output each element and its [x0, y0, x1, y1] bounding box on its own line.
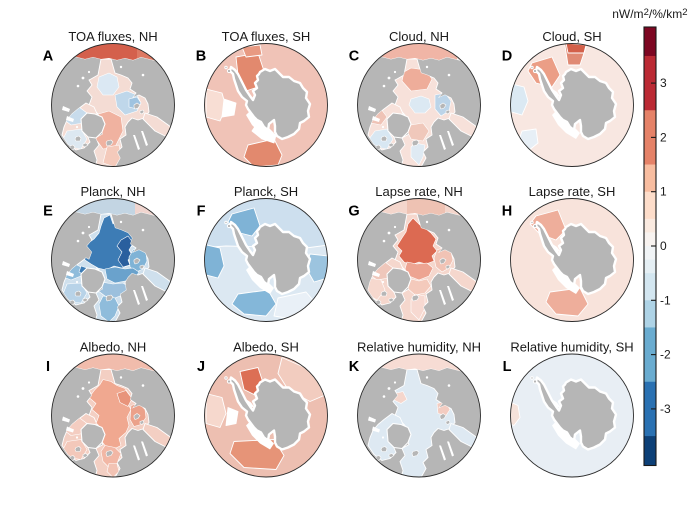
- svg-text:F: F: [197, 204, 206, 220]
- svg-text:G: G: [348, 204, 359, 220]
- svg-text:0: 0: [660, 239, 667, 253]
- svg-text:-1: -1: [660, 293, 671, 307]
- svg-text:Relative humidity, NH: Relative humidity, NH: [357, 340, 481, 355]
- svg-text:1: 1: [660, 185, 667, 199]
- svg-text:I: I: [46, 359, 50, 375]
- svg-text:Cloud, NH: Cloud, NH: [389, 29, 449, 44]
- svg-text:Lapse rate, SH: Lapse rate, SH: [529, 184, 616, 199]
- svg-text:Albedo, NH: Albedo, NH: [80, 340, 146, 355]
- svg-text:Planck, SH: Planck, SH: [234, 184, 298, 199]
- svg-text:-3: -3: [660, 402, 671, 416]
- svg-text:B: B: [196, 49, 206, 65]
- svg-text:J: J: [197, 359, 205, 375]
- svg-text:K: K: [349, 359, 360, 375]
- svg-text:H: H: [502, 204, 512, 220]
- svg-text:2: 2: [660, 130, 667, 144]
- svg-text:-2: -2: [660, 348, 671, 362]
- svg-text:D: D: [502, 49, 512, 65]
- svg-text:A: A: [43, 49, 54, 65]
- svg-text:Albedo, SH: Albedo, SH: [233, 340, 299, 355]
- svg-text:Planck, NH: Planck, NH: [80, 184, 145, 199]
- svg-text:C: C: [349, 49, 360, 65]
- svg-text:nW/m2/%/km2: nW/m2/%/km2: [612, 7, 687, 21]
- svg-text:3: 3: [660, 76, 667, 90]
- svg-text:E: E: [43, 204, 53, 220]
- svg-text:L: L: [503, 359, 512, 375]
- svg-text:Cloud, SH: Cloud, SH: [542, 29, 601, 44]
- svg-text:Lapse rate, NH: Lapse rate, NH: [375, 184, 462, 199]
- svg-text:TOA fluxes, NH: TOA fluxes, NH: [68, 29, 157, 44]
- svg-text:TOA fluxes, SH: TOA fluxes, SH: [222, 29, 311, 44]
- svg-text:Relative humidity, SH: Relative humidity, SH: [510, 340, 633, 355]
